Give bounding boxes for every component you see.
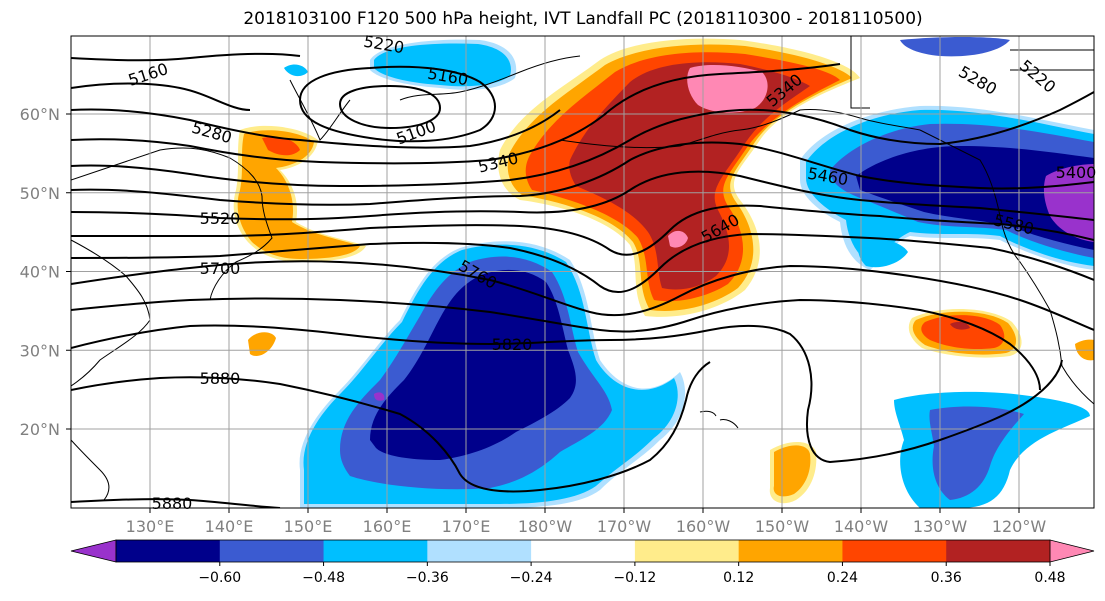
contour-label: 5400 bbox=[1056, 163, 1097, 182]
contour-label: 5520 bbox=[200, 209, 241, 228]
contour-label: 5880 bbox=[200, 369, 241, 388]
border-alaska-canada bbox=[850, 36, 870, 109]
contour-5340 bbox=[71, 63, 841, 165]
x-tick-label: 140°W bbox=[834, 517, 889, 536]
ivt-fill-positive bbox=[569, 62, 810, 290]
y-tick-label: 50°N bbox=[20, 184, 60, 203]
contour-5460 bbox=[71, 141, 1094, 206]
gridlines bbox=[71, 36, 1094, 508]
colorbar-frame bbox=[115, 539, 1051, 563]
x-tick-label: 150°W bbox=[755, 517, 810, 536]
chart-title: 2018103100 F120 500 hPa height, IVT Land… bbox=[243, 9, 922, 29]
y-tick-label: 60°N bbox=[20, 105, 60, 124]
y-tick-label: 40°N bbox=[20, 263, 60, 282]
x-axis-ticks: 130°E 140°E 150°E 160°E 170°E 180°W 170°W 160°W… bbox=[126, 508, 1047, 536]
contour-label: 5820 bbox=[492, 335, 533, 354]
colorbar-tick-label: 0.36 bbox=[931, 570, 962, 586]
coastline-canada bbox=[1010, 49, 1094, 71]
ivt-fill-positive bbox=[921, 315, 1005, 350]
contour-5880 bbox=[71, 498, 281, 508]
y-tick-label: 30°N bbox=[20, 341, 60, 360]
colorbar-extend-max bbox=[1049, 539, 1095, 563]
x-tick-label: 120°W bbox=[992, 517, 1047, 536]
ivt-fill-negative bbox=[374, 43, 511, 87]
ivt-fill-positive bbox=[950, 321, 970, 330]
coastline-hawaii bbox=[719, 419, 739, 429]
ivt-fill-positive bbox=[687, 65, 768, 113]
colorbar-tick-label: −0.36 bbox=[406, 570, 449, 586]
colorbar-tick-label: 0.48 bbox=[1034, 570, 1065, 586]
contour-5640 bbox=[71, 232, 1094, 293]
x-tick-label: 160°E bbox=[363, 517, 412, 536]
contour-5220 bbox=[71, 82, 251, 111]
coastline-north-america bbox=[919, 129, 1094, 405]
colorbar-tick-label: −0.60 bbox=[198, 570, 241, 586]
contour-5880 bbox=[71, 361, 711, 493]
y-tick-label: 20°N bbox=[20, 420, 60, 439]
ivt-fill-negative bbox=[900, 37, 1010, 57]
coastline-kamchatka bbox=[289, 79, 351, 141]
x-tick-label: 130°W bbox=[913, 517, 968, 536]
colorbar-extend-min bbox=[70, 539, 117, 563]
y-axis-ticks: 20°N 30°N 40°N 50°N 60°N bbox=[20, 105, 71, 439]
coastline-hawaii bbox=[699, 410, 717, 417]
colorbar-tick-label: −0.24 bbox=[510, 570, 553, 586]
ivt-fill-negative bbox=[374, 392, 385, 401]
x-tick-label: 170°E bbox=[442, 517, 491, 536]
ivt-fill-negative bbox=[284, 64, 308, 77]
contour-5820 bbox=[71, 324, 1063, 464]
height-contours bbox=[71, 52, 1094, 508]
coastlines bbox=[71, 36, 1094, 501]
coastline-alaska bbox=[559, 109, 921, 149]
ivt-fill-positive bbox=[668, 230, 688, 248]
colorbar-tick-label: −0.12 bbox=[613, 570, 656, 586]
colorbar-segment bbox=[842, 540, 947, 562]
colorbar-segment bbox=[427, 540, 532, 562]
contour-5280 bbox=[71, 108, 561, 149]
contour-5220 bbox=[298, 65, 496, 143]
x-tick-label: 140°E bbox=[205, 517, 254, 536]
coastline-asia bbox=[71, 439, 110, 501]
contour-5100 bbox=[338, 84, 442, 130]
colorbar: −0.60 −0.48 −0.36 −0.24 −0.12 0.12 0.24 0.36 0.4… bbox=[70, 539, 1095, 586]
x-tick-label: 150°E bbox=[284, 517, 333, 536]
contour-5700 bbox=[71, 260, 1094, 331]
contour-5400 bbox=[71, 91, 1094, 188]
contour-5520 bbox=[71, 170, 1094, 221]
ivt-fill-negative bbox=[929, 406, 1024, 500]
colorbar-segment bbox=[738, 540, 843, 562]
ivt-fill-negative bbox=[856, 146, 1094, 250]
x-tick-label: 180°W bbox=[518, 517, 573, 536]
contour-5580 bbox=[71, 204, 1094, 256]
colorbar-segment bbox=[531, 540, 636, 562]
contour-label: 5880 bbox=[152, 494, 193, 513]
colorbar-tick-label: −0.48 bbox=[302, 570, 345, 586]
colorbar-segment bbox=[219, 540, 325, 562]
contour-5760 bbox=[71, 297, 1041, 391]
colorbar-segment bbox=[634, 540, 740, 562]
ivt-fill-positive bbox=[262, 136, 300, 156]
colorbar-segment bbox=[946, 540, 1051, 562]
colorbar-tick-label: 0.24 bbox=[827, 570, 858, 586]
x-tick-label: 170°W bbox=[597, 517, 652, 536]
contour-5160 bbox=[71, 52, 301, 62]
colorbar-tick-label: 0.12 bbox=[723, 570, 754, 586]
x-tick-label: 160°W bbox=[676, 517, 731, 536]
x-tick-label: 130°E bbox=[126, 517, 175, 536]
contour-label: 5700 bbox=[200, 259, 241, 278]
ivt-fill-negative bbox=[858, 238, 908, 268]
colorbar-segment bbox=[116, 540, 221, 562]
colorbar-segment bbox=[323, 540, 428, 562]
ivt-fill-positive bbox=[773, 445, 811, 497]
